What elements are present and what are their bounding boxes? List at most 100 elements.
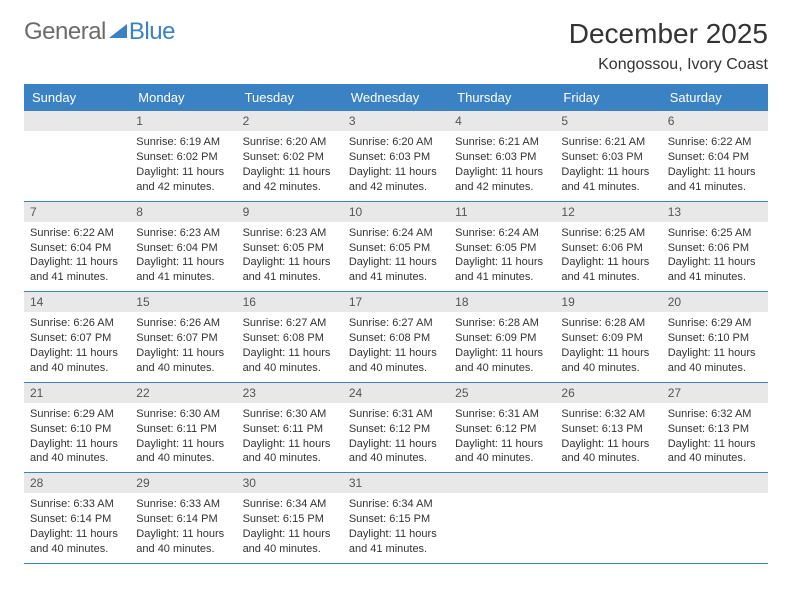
- daylight-line: Daylight: 11 hours and 40 minutes.: [136, 346, 230, 376]
- sunrise-line: Sunrise: 6:30 AM: [136, 407, 230, 422]
- sunset-line: Sunset: 6:10 PM: [668, 331, 762, 346]
- day-number: 22: [130, 383, 236, 403]
- calendar-day-cell: 11Sunrise: 6:24 AMSunset: 6:05 PMDayligh…: [449, 202, 555, 292]
- daylight-line: Daylight: 11 hours and 40 minutes.: [30, 346, 124, 376]
- day-number: 26: [555, 383, 661, 403]
- weekday-header-cell: Sunday: [24, 84, 130, 111]
- title-block: December 2025 Kongossou, Ivory Coast: [569, 18, 768, 74]
- calendar-day-cell: 3Sunrise: 6:20 AMSunset: 6:03 PMDaylight…: [343, 111, 449, 201]
- calendar-day-cell: 23Sunrise: 6:30 AMSunset: 6:11 PMDayligh…: [237, 383, 343, 473]
- sunset-line: Sunset: 6:08 PM: [243, 331, 337, 346]
- calendar-week-row: 21 Sunrise: 6:29 AMSunset: 6:10 PM Dayligh…: [24, 383, 768, 474]
- calendar-day-cell: 12Sunrise: 6:25 AMSunset: 6:06 PMDayligh…: [555, 202, 661, 292]
- sunrise-line: Sunrise: 6:25 AM: [668, 226, 762, 241]
- sunrise-line: Sunrise: 6:26 AM: [136, 316, 230, 331]
- daylight-line: Daylight: 11 hours and 40 minutes.: [243, 437, 337, 467]
- day-number: [24, 111, 130, 131]
- sunrise-line: Sunrise: 6:34 AM: [349, 497, 443, 512]
- logo: General Blue: [24, 18, 175, 46]
- weekday-header-row: SundayMondayTuesdayWednesdayThursdayFrid…: [24, 84, 768, 111]
- calendar-day-cell: 2Sunrise: 6:20 AMSunset: 6:02 PMDaylight…: [237, 111, 343, 201]
- sunrise-line: Sunrise: 6:21 AM: [561, 135, 655, 150]
- day-number: 10: [343, 202, 449, 222]
- sunset-line: Sunset: 6:07 PM: [136, 331, 230, 346]
- daylight-line: Daylight: 11 hours and 40 minutes.: [561, 346, 655, 376]
- sunset-line: Sunset: 6:04 PM: [668, 150, 762, 165]
- sunset-line: Sunset: 6:07 PM: [30, 331, 124, 346]
- calendar-day-cell: 19Sunrise: 6:28 AMSunset: 6:09 PMDayligh…: [555, 292, 661, 382]
- sunrise-line: Sunrise: 6:28 AM: [561, 316, 655, 331]
- sunset-line: Sunset: 6:05 PM: [349, 241, 443, 256]
- sunrise-line: Sunrise: 6:22 AM: [668, 135, 762, 150]
- sunrise-line: Sunrise: 6:23 AM: [136, 226, 230, 241]
- weekday-header-cell: Tuesday: [237, 84, 343, 111]
- day-number: 25: [449, 383, 555, 403]
- day-number: 31: [343, 473, 449, 493]
- daylight-line: Daylight: 11 hours and 41 minutes.: [668, 255, 762, 285]
- sunset-line: Sunset: 6:03 PM: [561, 150, 655, 165]
- sunset-line: Sunset: 6:14 PM: [136, 512, 230, 527]
- sunset-line: Sunset: 6:06 PM: [561, 241, 655, 256]
- day-number: 5: [555, 111, 661, 131]
- calendar-day-cell: 5Sunrise: 6:21 AMSunset: 6:03 PMDaylight…: [555, 111, 661, 201]
- calendar-day-cell: 7Sunrise: 6:22 AMSunset: 6:04 PMDaylight…: [24, 202, 130, 292]
- day-number: 12: [555, 202, 661, 222]
- calendar-day-cell: 4Sunrise: 6:21 AMSunset: 6:03 PMDaylight…: [449, 111, 555, 201]
- sunset-line: Sunset: 6:11 PM: [243, 422, 337, 437]
- sunset-line: Sunset: 6:08 PM: [349, 331, 443, 346]
- day-number: 29: [130, 473, 236, 493]
- day-number: 17: [343, 292, 449, 312]
- sunrise-line: Sunrise: 6:20 AM: [243, 135, 337, 150]
- sunrise-line: Sunrise: 6:24 AM: [455, 226, 549, 241]
- daylight-line: Daylight: 11 hours and 42 minutes.: [349, 165, 443, 195]
- sunset-line: Sunset: 6:14 PM: [30, 512, 124, 527]
- calendar-day-cell: 31Sunrise: 6:34 AMSunset: 6:15 PMDayligh…: [343, 473, 449, 563]
- page-title: December 2025: [569, 18, 768, 50]
- day-number: 6: [662, 111, 768, 131]
- day-number: 18: [449, 292, 555, 312]
- calendar-day-cell: 14Sunrise: 6:26 AMSunset: 6:07 PMDayligh…: [24, 292, 130, 382]
- sunrise-line: Sunrise: 6:29 AM: [668, 316, 762, 331]
- day-number: 21: [24, 383, 130, 403]
- day-number: 2: [237, 111, 343, 131]
- logo-triangle-icon: [109, 24, 127, 38]
- sunset-line: Sunset: 6:15 PM: [243, 512, 337, 527]
- sunset-line: Sunset: 6:09 PM: [455, 331, 549, 346]
- sunset-line: Sunset: 6:03 PM: [349, 150, 443, 165]
- sunrise-line: Sunrise: 6:29 AM: [30, 407, 124, 422]
- day-number: 28: [24, 473, 130, 493]
- sunrise-line: Sunrise: 6:25 AM: [561, 226, 655, 241]
- weekday-header-cell: Wednesday: [343, 84, 449, 111]
- calendar-day-cell: 22Sunrise: 6:30 AMSunset: 6:11 PMDayligh…: [130, 383, 236, 473]
- sunrise-line: Sunrise: 6:26 AM: [30, 316, 124, 331]
- calendar-day-cell: 21Sunrise: 6:29 AMSunset: 6:10 PMDayligh…: [24, 383, 130, 473]
- header: General Blue December 2025 Kongossou, Iv…: [24, 18, 768, 74]
- daylight-line: Daylight: 11 hours and 40 minutes.: [668, 346, 762, 376]
- sunrise-line: Sunrise: 6:28 AM: [455, 316, 549, 331]
- sunrise-line: Sunrise: 6:32 AM: [668, 407, 762, 422]
- day-number: 20: [662, 292, 768, 312]
- daylight-line: Daylight: 11 hours and 40 minutes.: [243, 527, 337, 557]
- calendar-day-cell: 9Sunrise: 6:23 AMSunset: 6:05 PMDaylight…: [237, 202, 343, 292]
- calendar-day-cell: 20 Sunrise: 6:29 AMSunset: 6:10 PMDayligh…: [662, 292, 768, 382]
- day-number: 16: [237, 292, 343, 312]
- sunset-line: Sunset: 6:04 PM: [136, 241, 230, 256]
- sunset-line: Sunset: 6:13 PM: [561, 422, 655, 437]
- calendar-day-cell: 8Sunrise: 6:23 AMSunset: 6:04 PMDaylight…: [130, 202, 236, 292]
- calendar-day-cell: 16Sunrise: 6:27 AMSunset: 6:08 PMDayligh…: [237, 292, 343, 382]
- day-number: 27: [662, 383, 768, 403]
- calendar-day-cell: [24, 111, 130, 201]
- page-subtitle: Kongossou, Ivory Coast: [569, 56, 768, 74]
- sunrise-line: Sunrise: 6:30 AM: [243, 407, 337, 422]
- daylight-line: Daylight: 11 hours and 41 minutes.: [349, 255, 443, 285]
- sunrise-line: Sunrise: 6:34 AM: [243, 497, 337, 512]
- daylight-line: Daylight: 11 hours and 41 minutes.: [136, 255, 230, 285]
- logo-text-general: General: [24, 18, 106, 46]
- sunset-line: Sunset: 6:03 PM: [455, 150, 549, 165]
- sunset-line: Sunset: 6:10 PM: [30, 422, 124, 437]
- sunrise-line: Sunrise: 6:33 AM: [30, 497, 124, 512]
- calendar-day-cell: 26Sunrise: 6:32 AMSunset: 6:13 PMDayligh…: [555, 383, 661, 473]
- calendar-day-cell: 13Sunrise: 6:25 AMSunset: 6:06 PMDayligh…: [662, 202, 768, 292]
- calendar-day-cell: 25Sunrise: 6:31 AMSunset: 6:12 PMDayligh…: [449, 383, 555, 473]
- calendar-day-cell: 6Sunrise: 6:22 AMSunset: 6:04 PMDaylight…: [662, 111, 768, 201]
